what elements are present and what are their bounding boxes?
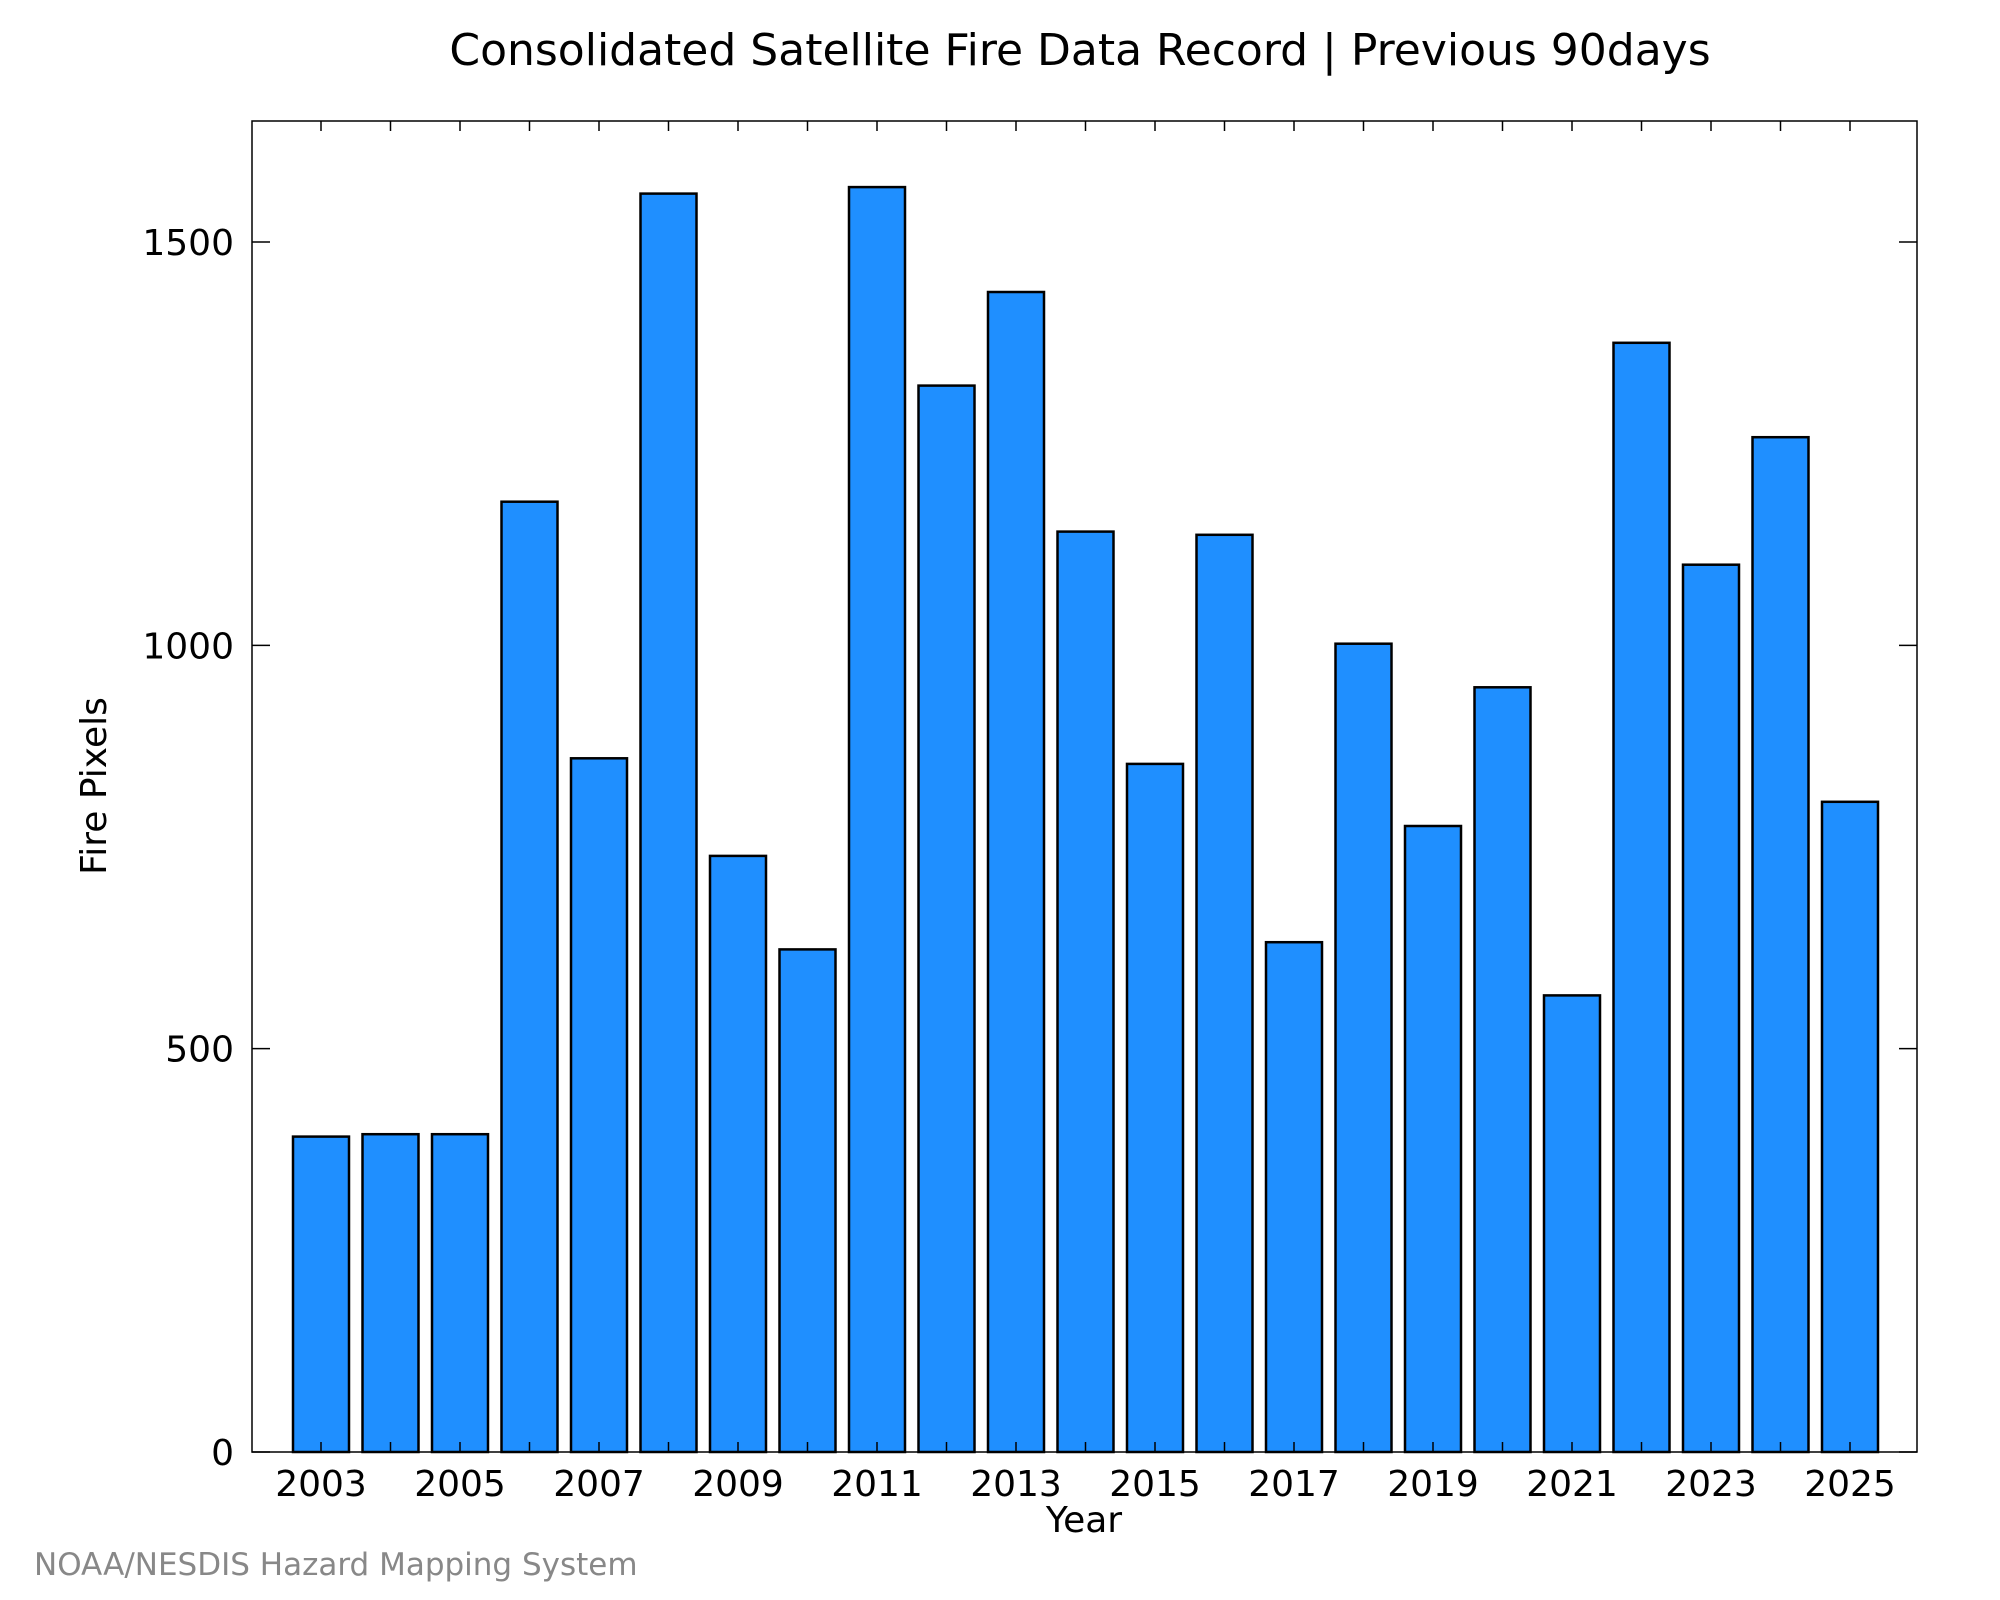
bar-2018: [1334, 642, 1393, 1454]
bar-2025: [1820, 800, 1880, 1454]
x-tick-label-2011: 2011: [831, 1464, 923, 1505]
y-tick-label-1500: 1500: [142, 223, 234, 264]
x-tick-label-2007: 2007: [553, 1464, 645, 1505]
x-tick-label-2009: 2009: [692, 1464, 784, 1505]
x-tick-label-2023: 2023: [1665, 1464, 1757, 1505]
bar-2010: [778, 948, 837, 1454]
bar-2013: [986, 290, 1046, 1454]
chart-title: Consolidated Satellite Fire Data Record …: [449, 25, 1710, 76]
y-tick-label-500: 500: [165, 1030, 234, 1071]
x-tick-label-2005: 2005: [414, 1464, 506, 1505]
bar-2019: [1403, 824, 1463, 1454]
bar-2004: [361, 1132, 420, 1454]
bar-2008: [639, 192, 698, 1454]
bar-2015: [1125, 762, 1185, 1454]
bar-2007: [569, 757, 629, 1454]
y-tick-label-1000: 1000: [142, 626, 234, 667]
bar-2012: [917, 384, 976, 1454]
bar-2009: [708, 854, 768, 1454]
x-axis-label: Year: [1045, 1500, 1122, 1541]
x-tick-label-2013: 2013: [970, 1464, 1062, 1505]
bar-2020: [1473, 686, 1532, 1454]
y-axis-label: Fire Pixels: [74, 697, 115, 875]
bar-2014: [1056, 530, 1115, 1454]
bars-group: [291, 185, 1880, 1454]
bar-2022: [1612, 341, 1671, 1454]
plot-frame: [251, 120, 1918, 1453]
bar-2005: [430, 1132, 490, 1454]
bar-2023: [1681, 563, 1741, 1454]
bar-2017: [1264, 940, 1324, 1454]
bar-2003: [291, 1135, 351, 1454]
x-tick-label-2021: 2021: [1526, 1464, 1618, 1505]
x-tick-label-2003: 2003: [275, 1464, 367, 1505]
bar-2021: [1542, 994, 1602, 1454]
y-axis: 0 500 1000 1500: [142, 223, 1917, 1474]
bar-2016: [1195, 533, 1254, 1454]
credit-text: NOAA/NESDIS Hazard Mapping System: [34, 1547, 638, 1583]
x-tick-label-2025: 2025: [1804, 1464, 1896, 1505]
x-axis: 2003 2005 2007 2009 2011 2013 2015 2017 2019 2021…: [275, 121, 1896, 1505]
x-tick-label-2019: 2019: [1387, 1464, 1479, 1505]
bar-2006: [500, 500, 559, 1454]
y-tick-label-0: 0: [211, 1433, 234, 1474]
bar-2024: [1751, 435, 1810, 1454]
x-tick-label-2017: 2017: [1248, 1464, 1340, 1505]
x-tick-label-2015: 2015: [1109, 1464, 1201, 1505]
bar-2011: [847, 185, 907, 1454]
